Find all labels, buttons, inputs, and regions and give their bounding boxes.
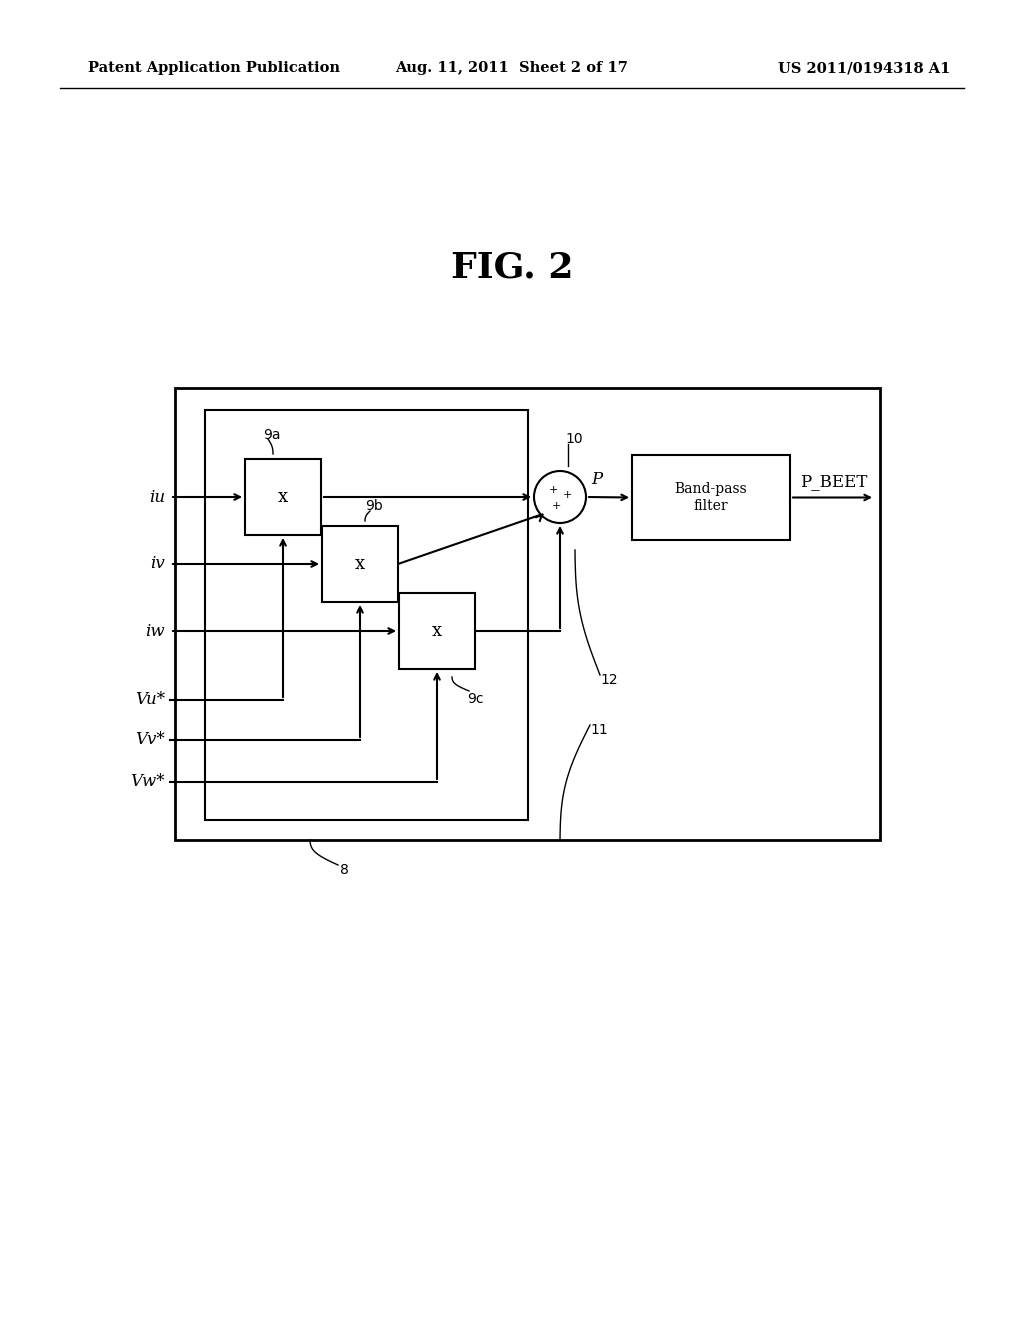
Text: iw: iw — [145, 623, 165, 639]
Bar — [399, 593, 475, 669]
Bar — [632, 455, 790, 540]
Text: FIG. 2: FIG. 2 — [451, 251, 573, 285]
Text: Vv*: Vv* — [135, 731, 165, 748]
Bar — [245, 459, 321, 535]
Text: Vu*: Vu* — [135, 692, 165, 709]
Text: 8: 8 — [340, 863, 349, 876]
Text: iv: iv — [151, 556, 165, 573]
Text: 9c: 9c — [467, 692, 483, 706]
Text: x: x — [278, 488, 288, 506]
Text: US 2011/0194318 A1: US 2011/0194318 A1 — [777, 61, 950, 75]
Text: P: P — [591, 470, 602, 487]
Bar — [205, 411, 528, 820]
Text: Aug. 11, 2011  Sheet 2 of 17: Aug. 11, 2011 Sheet 2 of 17 — [395, 61, 629, 75]
Circle shape — [534, 471, 586, 523]
Text: x: x — [355, 554, 366, 573]
Text: 11: 11 — [590, 723, 608, 737]
Text: Patent Application Publication: Patent Application Publication — [88, 61, 340, 75]
Text: 9b: 9b — [365, 499, 383, 513]
Text: 12: 12 — [600, 673, 617, 686]
Bar — [322, 525, 398, 602]
Text: +: + — [551, 502, 561, 511]
Text: Band-pass
filter: Band-pass filter — [675, 482, 748, 512]
Text: Vw*: Vw* — [130, 774, 165, 791]
Text: 9a: 9a — [263, 428, 281, 442]
Text: 10: 10 — [565, 432, 583, 446]
Text: +: + — [562, 490, 571, 500]
Text: P_BEET: P_BEET — [800, 473, 867, 490]
Text: +: + — [548, 484, 558, 495]
Bar — [175, 388, 880, 840]
Text: x: x — [432, 622, 442, 640]
Text: iu: iu — [148, 488, 165, 506]
